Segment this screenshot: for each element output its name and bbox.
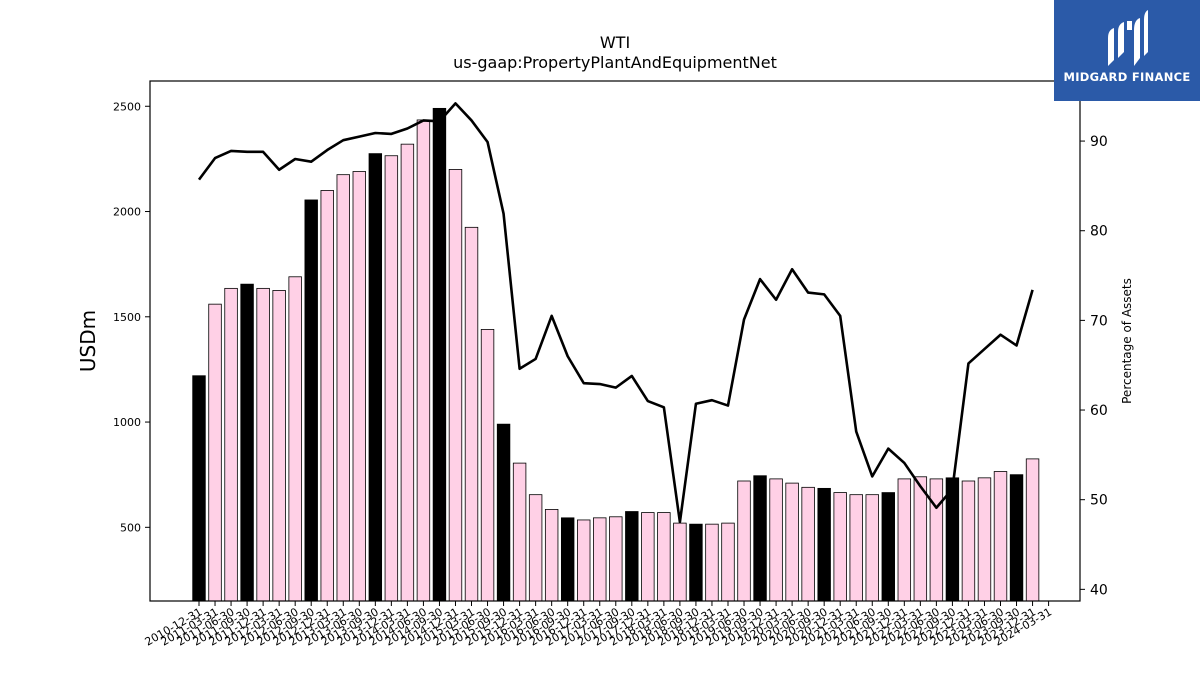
y-tick-label: 500	[120, 521, 141, 534]
chart-subtitle: us-gaap:PropertyPlantAndEquipmentNet	[453, 53, 777, 72]
y-tick-label: 1000	[113, 416, 141, 429]
bar	[849, 494, 863, 602]
bar	[192, 375, 206, 602]
bar	[1009, 474, 1024, 602]
bar	[913, 476, 928, 602]
bar	[448, 169, 463, 602]
logo: MIDGARD FINANCE	[1054, 0, 1200, 101]
bar	[1025, 458, 1040, 602]
bar	[625, 511, 639, 602]
bar	[801, 486, 815, 602]
bar	[817, 487, 831, 602]
y2-tick-label: 40	[1090, 582, 1108, 598]
bar	[737, 480, 751, 602]
y2-tick-label: 70	[1090, 313, 1108, 329]
bar	[304, 199, 318, 602]
bar	[416, 119, 431, 602]
y2-tick-label: 50	[1090, 493, 1108, 509]
bar	[865, 494, 879, 602]
logo-text: MIDGARD FINANCE	[1063, 70, 1191, 84]
y2-tick-label: 60	[1090, 403, 1108, 419]
bar	[544, 509, 559, 602]
bar	[480, 329, 495, 602]
bar	[753, 475, 767, 602]
y-axis-label: USDm	[76, 310, 100, 372]
axes-layer: 50010001500200025004050607080902010-12-3…	[113, 80, 1108, 649]
y2-tick-label: 90	[1090, 134, 1108, 150]
bar	[705, 523, 719, 602]
bar	[785, 482, 799, 602]
bar	[208, 303, 222, 602]
logo-mark-icon	[1108, 10, 1148, 66]
bar	[881, 492, 895, 602]
bar	[560, 517, 575, 602]
series-line	[197, 102, 1034, 524]
y-tick-label: 2500	[113, 100, 141, 113]
bar	[272, 290, 286, 602]
bar	[240, 283, 254, 602]
bar	[352, 171, 367, 602]
bar	[593, 517, 607, 602]
y-tick-label: 1500	[113, 311, 141, 324]
bar	[464, 226, 479, 602]
bar	[657, 512, 671, 602]
bar	[977, 477, 992, 602]
bar	[512, 462, 527, 602]
chart-title: WTI	[600, 33, 630, 52]
bar	[577, 519, 591, 602]
bar	[689, 523, 703, 602]
bar	[929, 478, 944, 602]
bar	[528, 494, 543, 602]
bar	[224, 287, 238, 602]
bar	[897, 478, 912, 602]
bar	[833, 492, 847, 602]
bar	[320, 190, 334, 602]
line-layer	[197, 102, 1034, 524]
bar	[769, 478, 783, 602]
bar	[400, 143, 415, 602]
bar	[993, 471, 1008, 602]
bar	[721, 522, 735, 602]
bar	[496, 423, 511, 602]
y2-axis-label: Percentage of Assets	[1120, 278, 1134, 404]
bar	[432, 107, 447, 602]
bar	[945, 477, 960, 602]
y-tick-label: 2000	[113, 206, 141, 219]
plot-frame	[149, 80, 1081, 602]
bar	[961, 480, 976, 602]
y2-tick-label: 80	[1090, 224, 1108, 240]
bar	[336, 174, 350, 602]
bar	[288, 276, 302, 602]
bar	[609, 516, 623, 602]
bar	[673, 522, 687, 602]
bar	[641, 512, 655, 602]
bar	[384, 155, 399, 602]
bar	[368, 153, 383, 602]
bars-layer	[192, 107, 1040, 602]
bar	[256, 287, 270, 602]
